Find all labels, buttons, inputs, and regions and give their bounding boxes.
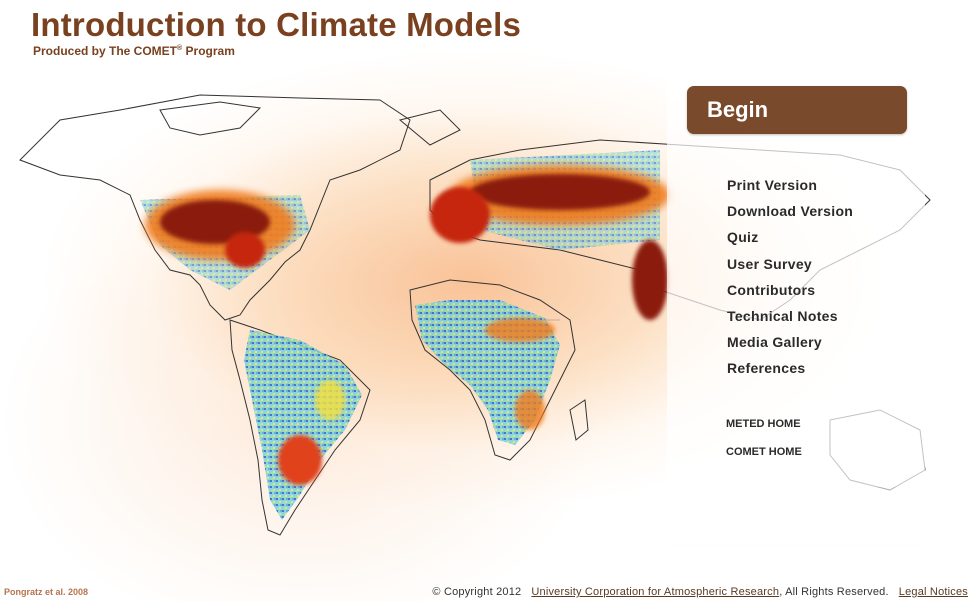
menu-item-media-gallery[interactable]: Media Gallery: [727, 334, 822, 351]
menu-item-references[interactable]: References: [727, 360, 806, 377]
navigation-panel-fade: [667, 487, 925, 567]
registered-mark: ®: [177, 45, 183, 52]
page-title: Introduction to Climate Models: [31, 6, 521, 43]
menu-item-user-survey[interactable]: User Survey: [727, 255, 813, 272]
module-menu: Print Version Download Version Quiz User…: [727, 172, 853, 382]
footer: © Copyright 2012 University Corporation f…: [432, 586, 968, 598]
subtitle-prefix: Produced by The COMET: [33, 44, 178, 58]
menu-item-technical-notes[interactable]: Technical Notes: [727, 307, 838, 324]
land-use-hot-regions: [145, 165, 670, 485]
subtitle-suffix: Program: [182, 44, 235, 58]
image-credit: Pongratz et al. 2008: [4, 587, 89, 597]
page-subtitle: Produced by The COMET® Program: [33, 44, 235, 58]
meted-home-link[interactable]: METED HOME: [726, 418, 801, 430]
comet-home-link[interactable]: COMET HOME: [726, 446, 802, 458]
menu-item-quiz[interactable]: Quiz: [727, 229, 759, 246]
ucar-link[interactable]: University Corporation for Atmospheric R…: [531, 586, 780, 598]
begin-button[interactable]: Begin: [687, 86, 907, 134]
menu-item-download-version[interactable]: Download Version: [727, 203, 854, 220]
copyright-text: © Copyright 2012: [432, 586, 522, 598]
menu-item-contributors[interactable]: Contributors: [727, 281, 816, 298]
navigation-panel: [667, 72, 925, 487]
home-links: METED HOME COMET HOME: [726, 414, 802, 470]
legal-notices-link[interactable]: Legal Notices: [898, 586, 968, 598]
rights-text: , All Rights Reserved.: [779, 586, 889, 598]
menu-item-print-version[interactable]: Print Version: [727, 177, 818, 193]
